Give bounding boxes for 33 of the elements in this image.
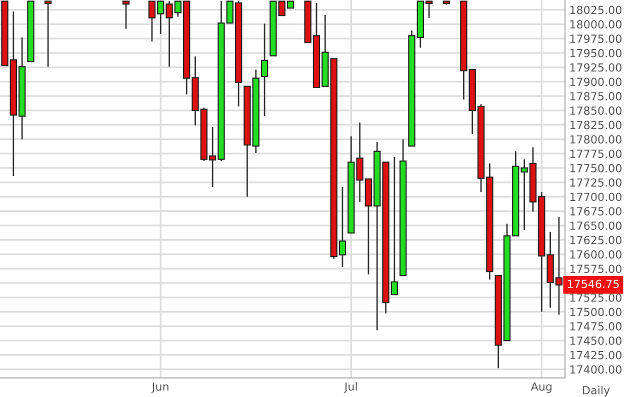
- x-tick-label: Aug: [530, 382, 552, 393]
- y-tick-label: 17675.00: [570, 207, 622, 216]
- x-tick-label: Jul: [344, 382, 357, 393]
- y-tick-label: 17775.00: [570, 150, 622, 158]
- y-tick-label: 17625.00: [570, 236, 622, 244]
- y-tick-label: 18000.00: [570, 20, 622, 29]
- y-tick-label: 17425.00: [570, 350, 622, 360]
- y-tick-label: 17525.00: [570, 293, 622, 302]
- y-tick-label: 17450.00: [570, 336, 622, 345]
- candlestick: [44, 0, 52, 68]
- y-tick-label: 17900.00: [570, 78, 622, 86]
- candlestick: [122, 0, 130, 30]
- y-tick-label: 17825.00: [570, 120, 622, 130]
- y-tick-label: 17575.00: [570, 264, 622, 274]
- y-tick-label: 17750.00: [570, 164, 622, 172]
- text: Daily: [583, 386, 610, 397]
- y-tick-label: 17650.00: [570, 221, 622, 230]
- y-tick-label: 17725.00: [570, 178, 622, 187]
- y-tick-label: 17925.00: [570, 63, 622, 72]
- y-tick-label: 17975.00: [570, 34, 622, 43]
- y-tick-label: 17475.00: [570, 322, 622, 331]
- y-tick-label: 17500.00: [570, 308, 622, 316]
- y-tick-label: 17850.00: [570, 106, 622, 115]
- y-tick-label: 18025.00: [570, 6, 622, 14]
- y-tick-label: 17600.00: [570, 250, 622, 259]
- y-tick-label: 17800.00: [570, 135, 622, 144]
- y-tick-label: 17700.00: [570, 192, 622, 202]
- y-tick-label: 17875.00: [570, 92, 622, 100]
- y-tick-label: 17950.00: [570, 48, 622, 58]
- x-tick-label: Jun: [151, 382, 168, 393]
- candlestick: [260, 22, 268, 117]
- y-tick-label: 17400.00: [570, 365, 622, 374]
- text: 17546.75: [568, 280, 619, 288]
